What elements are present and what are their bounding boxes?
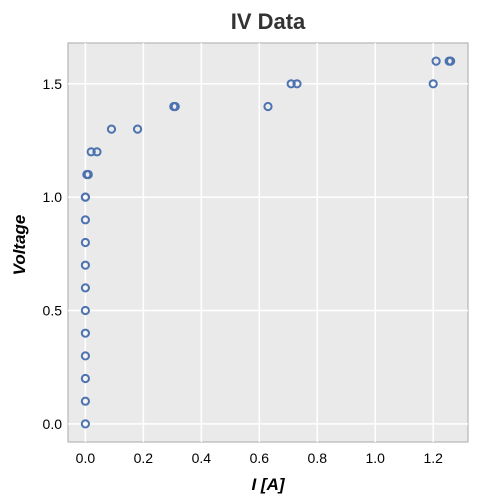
x-tick-label: 1.2 — [423, 450, 443, 466]
data-markers — [80, 56, 456, 429]
data-point — [80, 260, 90, 270]
x-axis-ticks: 0.0 0.2 0.4 0.6 0.8 1.0 1.2 — [76, 450, 444, 466]
x-tick-label: 1.0 — [366, 450, 386, 466]
data-point — [286, 79, 296, 89]
data-point — [80, 351, 90, 361]
y-axis-ticks: 0.0 0.5 1.0 1.5 — [43, 76, 63, 432]
data-point — [80, 396, 90, 406]
x-tick-label: 0.8 — [308, 450, 328, 466]
data-point — [83, 169, 93, 180]
data-point — [431, 56, 441, 66]
data-point — [170, 101, 180, 112]
y-tick-label: 0.0 — [43, 416, 63, 432]
data-point — [92, 147, 102, 157]
x-axis-label: I [A] — [251, 475, 285, 494]
plot-area — [67, 42, 469, 443]
y-tick-label: 1.0 — [43, 189, 63, 205]
data-point — [132, 124, 143, 134]
x-tick-label: 0.4 — [192, 450, 212, 466]
y-tick-label: 0.5 — [43, 303, 63, 319]
data-point — [428, 79, 438, 89]
data-point — [292, 79, 302, 89]
chart-title: IV Data — [231, 9, 306, 34]
data-point — [80, 283, 90, 293]
data-point — [80, 192, 90, 202]
data-point — [80, 215, 90, 225]
x-tick-label: 0.6 — [250, 450, 270, 466]
x-tick-label: 0.2 — [134, 450, 154, 466]
data-point — [80, 237, 90, 248]
data-point — [263, 101, 273, 112]
data-point — [80, 373, 90, 384]
data-point — [106, 124, 117, 134]
data-point — [446, 56, 456, 66]
y-axis-label: Voltage — [10, 215, 29, 276]
x-tick-label: 0.0 — [76, 450, 96, 466]
y-tick-label: 1.5 — [43, 76, 63, 92]
data-point — [86, 147, 96, 157]
data-point — [80, 328, 90, 338]
data-point — [80, 419, 90, 429]
data-point — [80, 305, 90, 316]
